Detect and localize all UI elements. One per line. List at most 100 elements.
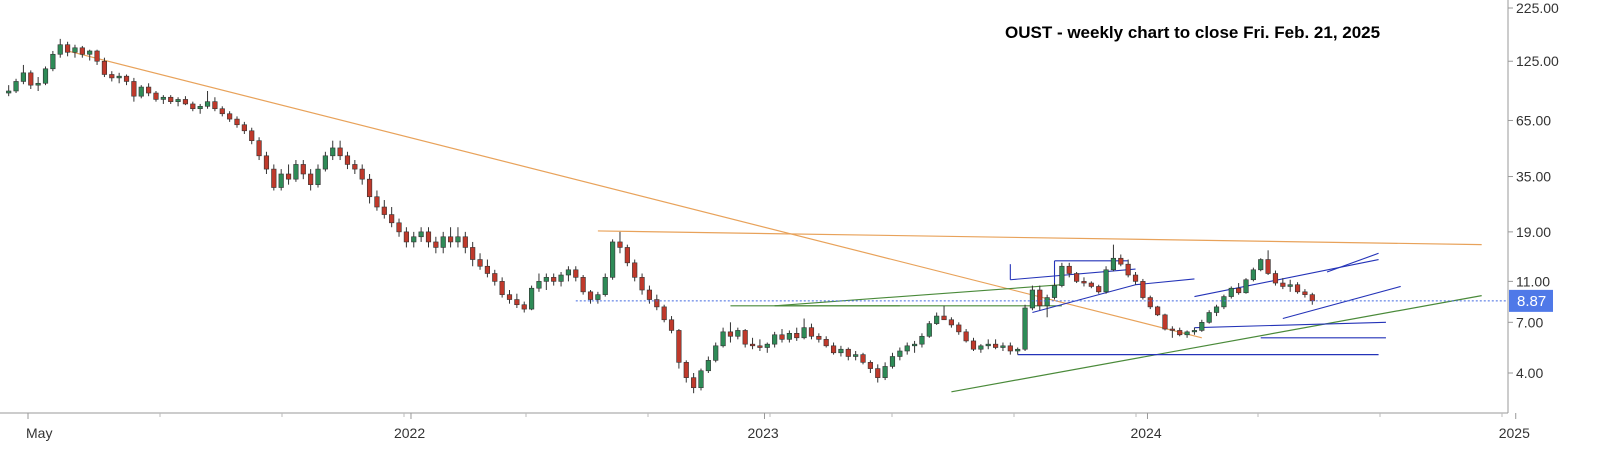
candle-down [1265,259,1271,274]
candle-up [565,269,572,276]
candle-up [1287,284,1293,287]
candle-down [344,155,351,165]
candle-down [963,331,969,342]
candle-down [389,214,395,224]
candle-down [359,168,365,180]
candle-down [727,331,734,337]
candle-down [146,86,152,94]
candle-down [271,168,277,188]
candle-down [573,269,579,278]
candle-down [654,299,660,308]
candle-down [1280,282,1286,287]
candle-down [646,289,653,300]
pattern-line-0 [1032,284,1136,314]
candle-up [204,101,211,107]
candle-down [352,164,358,170]
candle-up [786,333,792,340]
candle-up [602,277,608,295]
candle-down [1096,286,1102,293]
candle-down [794,333,800,339]
candle-down [65,44,71,53]
candle-up [315,168,321,185]
pattern-line-9 [1326,252,1379,273]
pattern-line-1 [1010,268,1136,281]
candle-up [293,164,299,180]
candle-down [381,206,387,215]
candle-up [919,335,925,345]
candle-down [1177,330,1183,336]
trendline-orange-1 [597,230,1482,246]
candle-up [543,277,549,282]
candle-up [1206,312,1212,323]
candle-down [425,231,432,243]
candle-up [1184,331,1190,336]
candle-down [1037,289,1043,307]
candle-down [212,101,218,110]
candle-down [587,291,594,300]
candle-up [926,323,932,337]
x-tick-label: 2022 [394,425,425,441]
candle-up [536,281,542,289]
y-tick-label: 35.00 [1516,169,1551,185]
candle-up [889,356,896,367]
candle-up [1022,307,1028,350]
x-tick-label: May [26,425,52,441]
candle-up [1000,345,1006,348]
candle-up [57,44,63,55]
candle-down [1140,281,1146,298]
last-price-tag [1509,289,1553,312]
candle-up [1250,269,1256,281]
candle-up [175,99,181,102]
candle-down [477,259,483,267]
candle-down [433,241,439,248]
candle-up [705,360,711,372]
pattern-line-8 [1194,258,1379,298]
y-axis-ticks: 225.00 125.00 65.00 35.00 19.00 11.00 7.00 4.00 [1508,0,1559,381]
candle-down [1162,314,1168,330]
candle-down [1155,306,1161,316]
y-tick-label: 7.00 [1516,314,1543,330]
candle-up [698,370,704,389]
candle-up [801,327,807,339]
candles [6,38,1315,394]
candle-down [109,74,115,79]
candle-down [374,196,380,208]
candle-down [867,362,873,369]
candle-down [661,306,667,321]
candle-down [28,72,34,86]
trendline-orange-0 [67,50,1202,339]
candle-up [595,294,601,300]
candle-up [911,343,918,347]
candle-down [241,124,247,132]
candle-up [735,330,741,337]
candle-up [897,350,903,357]
candle-down [956,324,962,333]
candle-down [79,47,85,55]
x-tick-label: 2023 [748,425,779,441]
candle-down [366,178,373,198]
candle-up [72,47,78,53]
candle-down [1081,281,1087,284]
candle-down [234,118,240,126]
price-marker: 8.87 [575,289,1553,312]
candle-up [978,345,984,350]
candle-up [418,231,424,238]
x-tick-label: 2024 [1130,425,1161,441]
candle-up [985,343,991,347]
last-price-label: 8.87 [1517,293,1546,310]
candle-down [300,164,306,175]
candle-up [882,366,888,378]
candle-down [632,262,638,278]
candle-down [1132,274,1139,282]
candle-down [1007,345,1013,352]
candle-up [558,274,564,282]
candle-down [691,377,697,389]
candle-up [50,53,56,70]
candle-down [676,330,682,363]
candle-down [845,348,851,357]
candle-down [639,277,645,291]
trendline-green-2 [951,295,1482,393]
candle-down [948,319,954,326]
